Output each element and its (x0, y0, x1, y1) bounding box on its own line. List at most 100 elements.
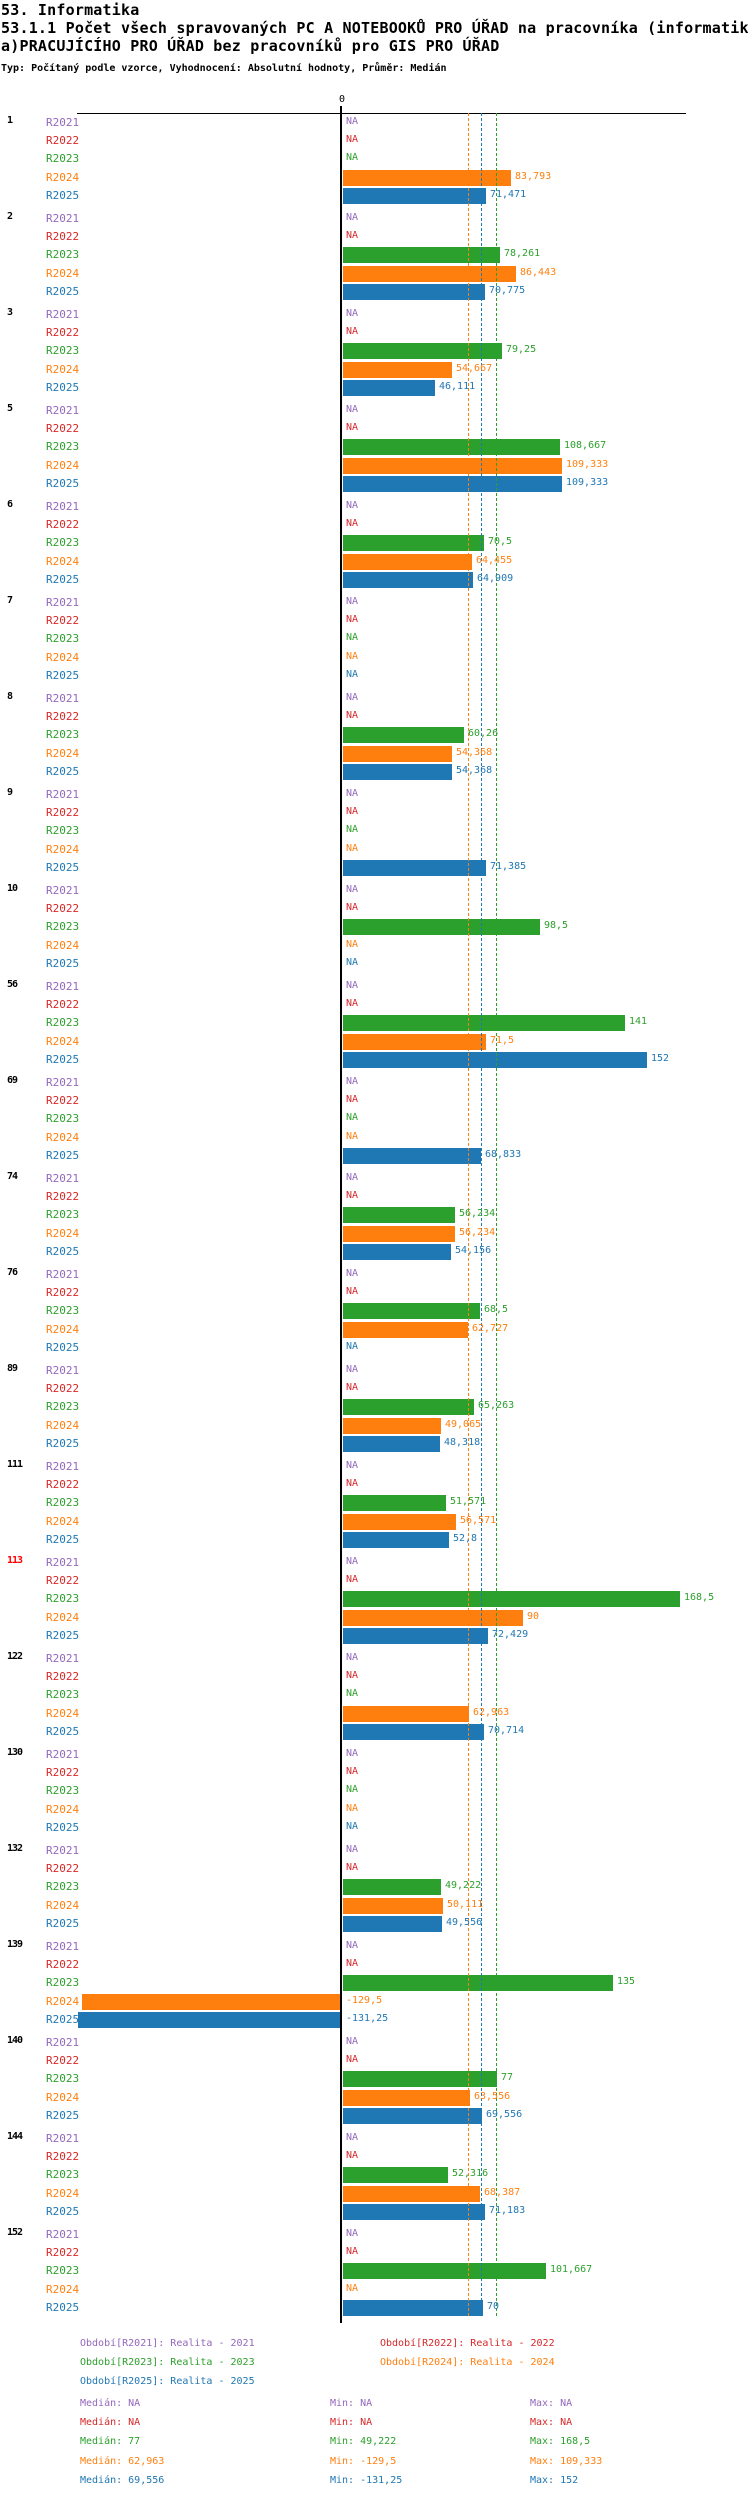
na-label-r2021-group-10: NA (346, 884, 359, 895)
value-label-r2024-group-1: 83,793 (515, 171, 552, 182)
stat-max-r2021: Max: NA (530, 2398, 573, 2409)
na-label-r2022-group-8: NA (346, 710, 359, 721)
bar-r2023-group-113 (343, 1591, 680, 1607)
value-label-r2025-group-89: 48,318 (444, 1437, 481, 1448)
series-label-r2024-group-111: R2024 (46, 1515, 80, 1528)
value-label-r2025-group-6: 64,909 (477, 573, 514, 584)
value-label-r2024-group-56: 71,5 (490, 1035, 515, 1046)
series-label-r2021-group-132: R2021 (46, 1844, 80, 1857)
series-label-r2022-group-89: R2022 (46, 1382, 80, 1395)
stat-median-r2022: Medián: NA (80, 2417, 141, 2428)
bar-r2023-group-144 (343, 2167, 448, 2183)
series-label-r2021-group-122: R2021 (46, 1652, 80, 1665)
series-label-r2025-group-139: R2025 (46, 2013, 80, 2026)
bar-r2024-group-5 (343, 458, 562, 474)
value-label-r2025-group-152: 70 (487, 2301, 500, 2312)
value-label-r2025-group-69: 68,833 (485, 1149, 522, 1160)
na-label-r2021-group-139: NA (346, 1940, 359, 1951)
series-label-r2022-group-130: R2022 (46, 1766, 80, 1779)
bar-r2023-group-76 (343, 1303, 480, 1319)
value-label-r2024-group-76: 62,727 (472, 1323, 509, 1334)
series-label-r2022-group-144: R2022 (46, 2150, 80, 2163)
na-label-r2023-group-1: NA (346, 152, 359, 163)
series-label-r2021-group-9: R2021 (46, 788, 80, 801)
series-label-r2021-group-5: R2021 (46, 404, 80, 417)
na-label-r2021-group-89: NA (346, 1364, 359, 1375)
group-label-152: 152 (7, 2227, 23, 2238)
series-label-r2022-group-122: R2022 (46, 1670, 80, 1683)
stat-median-r2025: Medián: 69,556 (80, 2475, 165, 2486)
group-label-6: 6 (7, 499, 13, 510)
value-label-r2024-group-2: 86,443 (520, 267, 557, 278)
series-label-r2023-group-130: R2023 (46, 1784, 80, 1797)
page-title-line1: 53. Informatika (1, 1, 140, 19)
na-label-r2021-group-144: NA (346, 2132, 359, 2143)
na-label-r2021-group-69: NA (346, 1076, 359, 1087)
series-label-r2024-group-6: R2024 (46, 555, 80, 568)
group-label-74: 74 (7, 1171, 18, 1182)
series-label-r2022-group-8: R2022 (46, 710, 80, 723)
bar-r2025-group-89 (343, 1436, 440, 1452)
value-label-r2025-group-140: 69,556 (486, 2109, 523, 2120)
series-label-r2024-group-7: R2024 (46, 651, 80, 664)
na-label-r2021-group-9: NA (346, 788, 359, 799)
chart-subtitle: Typ: Počítaný podle vzorce, Vyhodnocení:… (1, 63, 447, 74)
series-label-r2022-group-5: R2022 (46, 422, 80, 435)
value-label-r2024-group-144: 68,387 (484, 2187, 521, 2198)
series-label-r2024-group-152: R2024 (46, 2283, 80, 2296)
value-label-r2023-group-140: 77 (501, 2072, 514, 2083)
value-label-r2025-group-5: 109,333 (566, 477, 609, 488)
na-label-r2021-group-5: NA (346, 404, 359, 415)
series-label-r2022-group-111: R2022 (46, 1478, 80, 1491)
series-label-r2025-group-8: R2025 (46, 765, 80, 778)
value-label-r2023-group-152: 101,667 (550, 2264, 593, 2275)
value-label-r2025-group-111: 52,8 (453, 1533, 478, 1544)
na-label-r2022-group-122: NA (346, 1670, 359, 1681)
group-label-7: 7 (7, 595, 13, 606)
stat-min-r2022: Min: NA (330, 2417, 373, 2428)
stat-max-r2022: Max: NA (530, 2417, 573, 2428)
bar-r2023-group-89 (343, 1399, 474, 1415)
bar-r2025-group-111 (343, 1532, 449, 1548)
bar-r2024-group-74 (343, 1226, 455, 1242)
na-label-r2022-group-130: NA (346, 1766, 359, 1777)
value-label-r2023-group-89: 65,263 (478, 1400, 515, 1411)
bar-r2025-group-113 (343, 1628, 488, 1644)
bar-r2025-group-56 (343, 1052, 647, 1068)
page-title-line3: a)PRACUJÍCÍHO PRO ÚŘAD bez pracovníků pr… (1, 37, 500, 55)
bar-r2025-group-9 (343, 860, 486, 876)
series-label-r2024-group-89: R2024 (46, 1419, 80, 1432)
na-label-r2021-group-74: NA (346, 1172, 359, 1183)
series-label-r2022-group-152: R2022 (46, 2246, 80, 2259)
value-label-r2025-group-132: 49,556 (446, 1917, 483, 1928)
bar-r2024-group-8 (343, 746, 452, 762)
value-label-r2023-group-144: 52,316 (452, 2168, 489, 2179)
series-label-r2024-group-69: R2024 (46, 1131, 80, 1144)
series-label-r2024-group-10: R2024 (46, 939, 80, 952)
na-label-r2022-group-144: NA (346, 2150, 359, 2161)
value-label-r2025-group-8: 54,368 (456, 765, 493, 776)
series-label-r2021-group-2: R2021 (46, 212, 80, 225)
series-label-r2023-group-140: R2023 (46, 2072, 80, 2085)
series-label-r2021-group-140: R2021 (46, 2036, 80, 2049)
series-label-r2024-group-139: R2024 (46, 1995, 80, 2008)
na-label-r2022-group-7: NA (346, 614, 359, 625)
bar-r2023-group-152 (343, 2263, 546, 2279)
value-label-r2024-group-8: 54,368 (456, 747, 493, 758)
bar-r2025-group-69 (343, 1148, 481, 1164)
series-label-r2022-group-1: R2022 (46, 134, 80, 147)
value-label-r2024-group-140: 63,556 (474, 2091, 511, 2102)
series-label-r2024-group-144: R2024 (46, 2187, 80, 2200)
na-label-r2024-group-10: NA (346, 939, 359, 950)
series-label-r2024-group-113: R2024 (46, 1611, 80, 1624)
na-label-r2021-group-113: NA (346, 1556, 359, 1567)
series-label-r2025-group-2: R2025 (46, 285, 80, 298)
na-label-r2025-group-76: NA (346, 1341, 359, 1352)
na-label-r2022-group-113: NA (346, 1574, 359, 1585)
bar-r2024-group-122 (343, 1706, 469, 1722)
series-label-r2024-group-76: R2024 (46, 1323, 80, 1336)
series-label-r2025-group-144: R2025 (46, 2205, 80, 2218)
bar-r2023-group-56 (343, 1015, 625, 1031)
stat-min-r2023: Min: 49,222 (330, 2436, 397, 2447)
